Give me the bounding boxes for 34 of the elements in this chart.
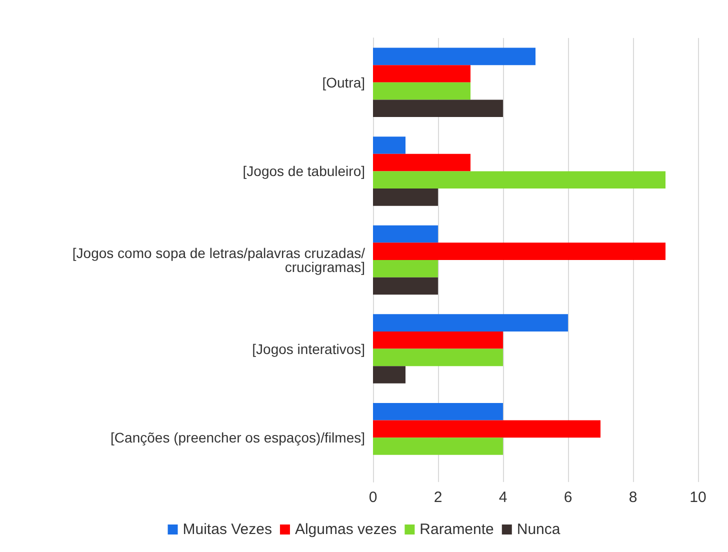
y-tick-label: [Jogos interativos] [252,340,365,357]
bar [373,366,406,384]
bar [373,314,568,332]
bar [373,188,438,206]
bar [373,242,666,260]
bar [373,348,503,366]
bar [373,402,503,420]
legend-label: Raramente [420,521,494,538]
x-tick-label: 0 [368,489,378,506]
y-tick-label: [Outra] [322,74,365,90]
bar [373,331,503,349]
x-tick-label: 10 [690,489,706,506]
x-tick-label: 8 [628,489,638,506]
bar [373,82,470,100]
x-tick-label: 6 [564,489,572,506]
x-tick-label: 4 [498,489,508,506]
bar [373,260,438,278]
bar [373,225,438,243]
bar [373,420,600,438]
y-tick-label: [Canções (preencher os espaços)/filmes] [110,430,365,446]
y-tick-label: [Jogos como sopa de letras/palavras cruzadas/crucigramas] [72,245,366,275]
legend-label: Algumas vezes [294,521,397,538]
bar [373,277,438,295]
bar [373,154,470,172]
bar [373,171,666,189]
bar [373,438,503,455]
y-tick-label: [Jogos de tabuleiro] [242,163,365,180]
bar [373,136,406,154]
legend-label: Muitas Vezes [182,521,272,538]
bar [373,100,503,118]
legend-label: Nunca [516,521,561,538]
x-tick-label: 2 [434,489,442,506]
bar [373,65,470,82]
bar [373,48,536,66]
